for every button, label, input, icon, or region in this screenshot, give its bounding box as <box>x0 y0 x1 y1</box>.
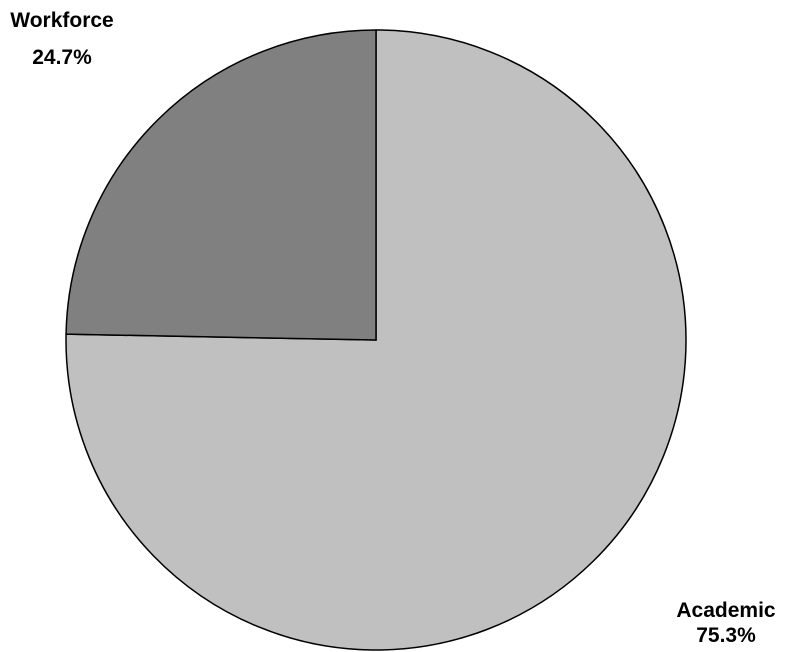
slice-label-academic-value: 75.3% <box>696 624 756 647</box>
pie-slice-workforce <box>65 29 377 341</box>
pie-slices <box>65 29 687 651</box>
slice-label-workforce-value: 24.7% <box>32 46 92 69</box>
slice-label-workforce-name: Workforce <box>10 9 113 32</box>
slice-label-academic-name: Academic <box>676 599 776 622</box>
